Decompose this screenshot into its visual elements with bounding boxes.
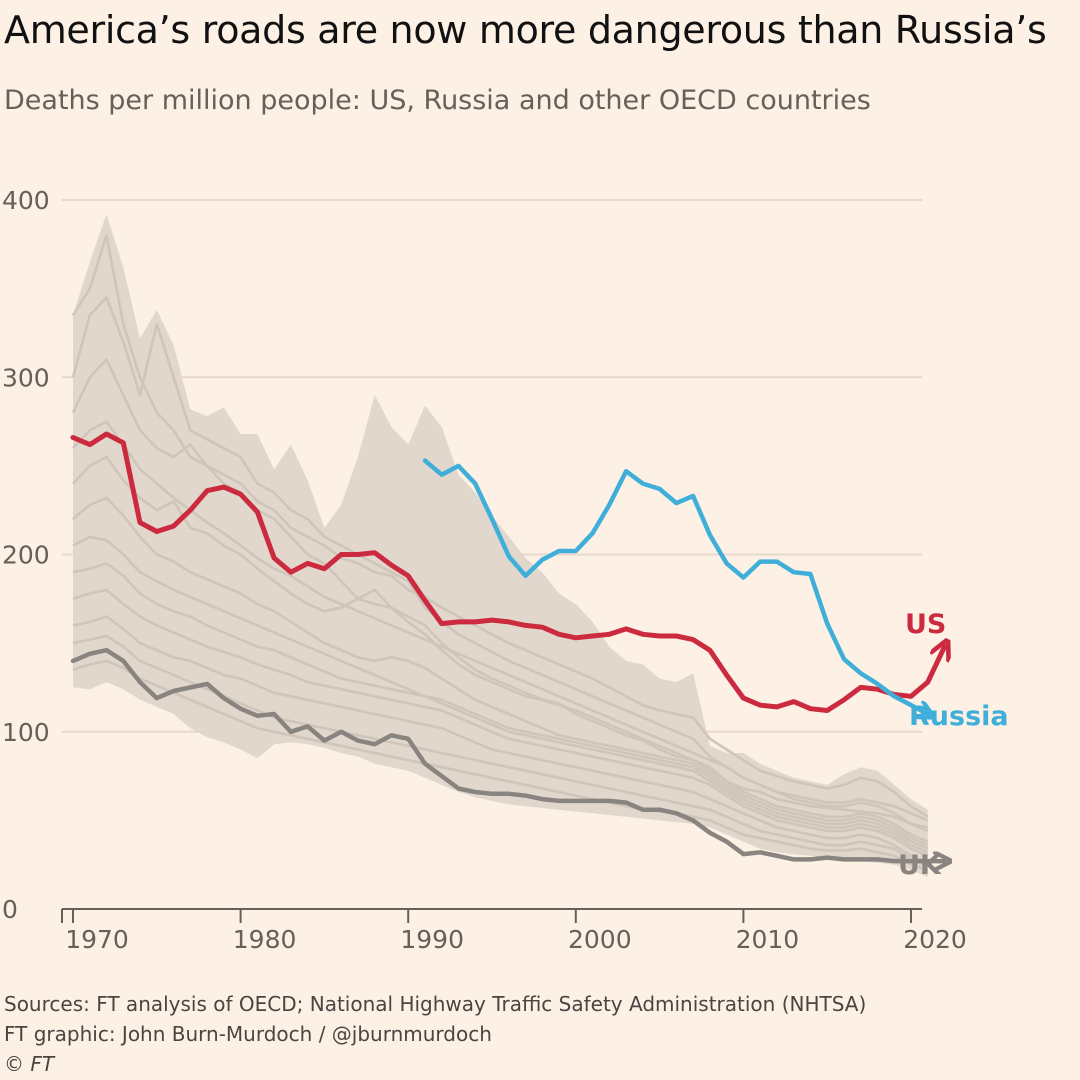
oecd-range-area xyxy=(73,214,928,878)
series-label-russia: Russia xyxy=(909,701,1009,732)
oecd-country-line-6 xyxy=(72,496,929,847)
credit-note: FT graphic: John Burn-Murdoch / @jburnmu… xyxy=(4,1022,492,1046)
oecd-country-line-3 xyxy=(71,358,929,818)
oecd-country-line-2 xyxy=(71,296,929,822)
oecd-country-line-4 xyxy=(72,420,929,833)
y-tick-label: 0 xyxy=(2,895,18,924)
oecd-country-line-9 xyxy=(72,588,929,857)
series-line-russia xyxy=(422,458,928,714)
x-tick-label: 1970 xyxy=(65,925,129,954)
oecd-country-line-12 xyxy=(72,659,929,872)
series-line-us xyxy=(70,431,945,713)
oecd-country-lines xyxy=(71,234,929,872)
chart-subtitle: Deaths per million people: US, Russia an… xyxy=(4,85,871,116)
oecd-country-line-8 xyxy=(72,562,929,850)
x-tick-label: 2000 xyxy=(568,925,632,954)
axes: 1970 1980 1990 2000 2010 2020 0 100 200 300 400 xyxy=(2,186,967,954)
highlighted-series xyxy=(70,431,945,861)
oecd-range-band xyxy=(73,214,928,878)
chart-title: America’s roads are now more dangerous t… xyxy=(4,8,1047,52)
oecd-country-line-1 xyxy=(71,234,929,829)
oecd-country-line-7 xyxy=(72,535,929,854)
y-tick-label: 100 xyxy=(2,718,50,747)
x-tick-label: 2010 xyxy=(736,925,800,954)
series-label-uk: UK xyxy=(898,850,942,881)
oecd-country-line-10 xyxy=(72,615,929,865)
series-labels: US Russia UK xyxy=(898,609,1009,881)
y-tick-label: 400 xyxy=(2,186,50,215)
copyright-note: © FT xyxy=(4,1052,55,1076)
series-line-uk xyxy=(70,647,945,861)
x-tick-label: 1990 xyxy=(400,925,464,954)
source-note: Sources: FT analysis of OECD; National H… xyxy=(4,992,867,1016)
series-label-us: US xyxy=(905,609,946,640)
x-tick-label: 1980 xyxy=(233,925,297,954)
y-tick-label: 300 xyxy=(2,363,50,392)
y-tick-label: 200 xyxy=(2,541,50,570)
x-tick-label: 2020 xyxy=(903,925,967,954)
oecd-country-line-5 xyxy=(72,455,929,843)
